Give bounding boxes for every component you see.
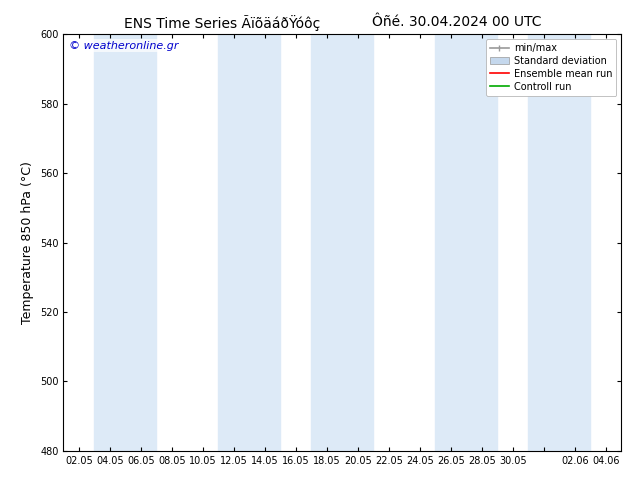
Bar bbox=[528, 34, 590, 451]
Bar bbox=[311, 34, 373, 451]
Legend: min/max, Standard deviation, Ensemble mean run, Controll run: min/max, Standard deviation, Ensemble me… bbox=[486, 39, 616, 96]
Text: ENS Time Series ÃïõäáðŸóôç: ENS Time Series ÃïõäáðŸóôç bbox=[124, 15, 320, 31]
Text: Ôñé. 30.04.2024 00 UTC: Ôñé. 30.04.2024 00 UTC bbox=[372, 15, 541, 29]
Bar bbox=[94, 34, 157, 451]
Y-axis label: Temperature 850 hPa (°C): Temperature 850 hPa (°C) bbox=[22, 161, 34, 324]
Bar bbox=[436, 34, 497, 451]
Bar bbox=[218, 34, 280, 451]
Text: © weatheronline.gr: © weatheronline.gr bbox=[69, 41, 179, 50]
